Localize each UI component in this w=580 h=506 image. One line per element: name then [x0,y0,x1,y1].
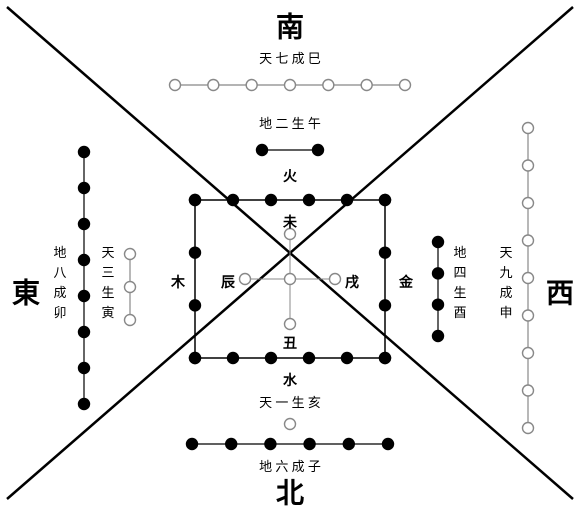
svg-text:南: 南 [276,11,304,43]
svg-text:辰: 辰 [221,275,236,291]
svg-text:成: 成 [53,285,66,300]
svg-text:地: 地 [53,245,66,260]
svg-text:未: 未 [283,214,298,231]
svg-text:天 七 成 巳: 天 七 成 巳 [259,51,321,66]
svg-text:酉: 酉 [453,305,466,320]
svg-text:卯: 卯 [53,305,66,320]
svg-text:丑: 丑 [283,336,297,352]
svg-text:八: 八 [53,265,66,280]
svg-text:地 六 成 子: 地 六 成 子 [259,459,321,474]
svg-text:戌: 戌 [345,274,359,291]
svg-text:天: 天 [499,245,512,260]
svg-text:生: 生 [453,285,466,300]
svg-text:成: 成 [499,285,512,300]
svg-text:東: 東 [12,277,40,309]
svg-text:天 一 生 亥: 天 一 生 亥 [259,395,321,410]
svg-text:金: 金 [398,274,414,291]
svg-text:火: 火 [283,169,298,185]
svg-text:天: 天 [101,245,114,260]
hetu-diagram: 未辰戌丑火木金水天 七 成 巳地 二 生 午天 一 生 亥地 六 成 子地八成卯… [0,0,580,506]
svg-text:寅: 寅 [101,305,114,320]
svg-text:木: 木 [170,274,186,291]
svg-text:申: 申 [499,305,512,320]
svg-text:西: 西 [546,278,574,309]
svg-text:四: 四 [453,265,466,280]
svg-text:九: 九 [499,265,512,280]
svg-text:水: 水 [283,372,298,389]
svg-text:北: 北 [276,477,304,506]
svg-text:地 二 生 午: 地 二 生 午 [259,116,321,131]
svg-text:三: 三 [101,265,114,280]
svg-text:地: 地 [453,245,466,260]
svg-text:生: 生 [101,285,114,300]
